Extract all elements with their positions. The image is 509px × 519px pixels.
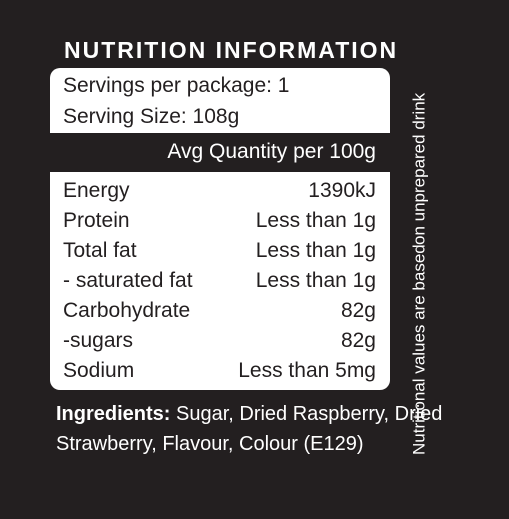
nutrient-row-sodium: Sodium Less than 5mg	[63, 356, 376, 386]
nutrient-row-carbohydrate: Carbohydrate 82g	[63, 296, 376, 326]
nutrient-value: 82g	[340, 329, 376, 352]
servings-per-package: Servings per package: 1	[63, 71, 376, 101]
servings-per-package-text: Servings per package: 1	[63, 74, 290, 97]
ingredients-list: Sugar, Dried Raspberry, Dried Strawberry…	[56, 403, 443, 455]
nutrient-value: 82g	[340, 299, 376, 322]
nutrient-name: Protein	[63, 209, 130, 232]
nutrient-name: Sodium	[63, 359, 135, 382]
side-note-line-2: on unprepared drink	[409, 92, 429, 245]
column-header-band: Avg Quantity per 100g	[50, 133, 390, 172]
nutrient-name: - saturated fat	[63, 269, 193, 292]
nutrient-name: Energy	[63, 179, 130, 202]
nutrient-row-energy: Energy 1390kJ	[63, 176, 376, 206]
nutrient-row-total-fat: Total fat Less than 1g	[63, 236, 376, 266]
nutrient-value: Less than 1g	[255, 239, 376, 262]
ingredients-statement: Ingredients: Sugar, Dried Raspberry, Dri…	[56, 399, 476, 459]
nutrient-value: Less than 5mg	[238, 359, 376, 382]
nutrient-value: Less than 1g	[255, 209, 376, 232]
nutrient-row-sugars: -sugars 82g	[63, 326, 376, 356]
nutrient-name: Carbohydrate	[63, 299, 191, 322]
nutrient-row-saturated-fat: - saturated fat Less than 1g	[63, 266, 376, 296]
ingredients-label: Ingredients:	[56, 403, 171, 425]
nutrient-name: Total fat	[63, 239, 137, 262]
serving-size-text: Serving Size: 108g	[63, 105, 240, 128]
nutrition-panel: Servings per package: 1 Serving Size: 10…	[50, 68, 390, 390]
nutrient-row-protein: Protein Less than 1g	[63, 206, 376, 236]
nutrition-title: NUTRITION INFORMATION	[64, 37, 399, 63]
column-header-label: Avg Quantity per 100g	[167, 140, 376, 163]
nutrient-value: Less than 1g	[255, 269, 376, 292]
nutrient-value: 1390kJ	[308, 179, 376, 202]
unprepared-drink-note: Nutritional values are based on unprepar…	[393, 93, 445, 456]
nutrient-name: -sugars	[63, 329, 134, 352]
serving-size: Serving Size: 108g	[63, 102, 376, 132]
